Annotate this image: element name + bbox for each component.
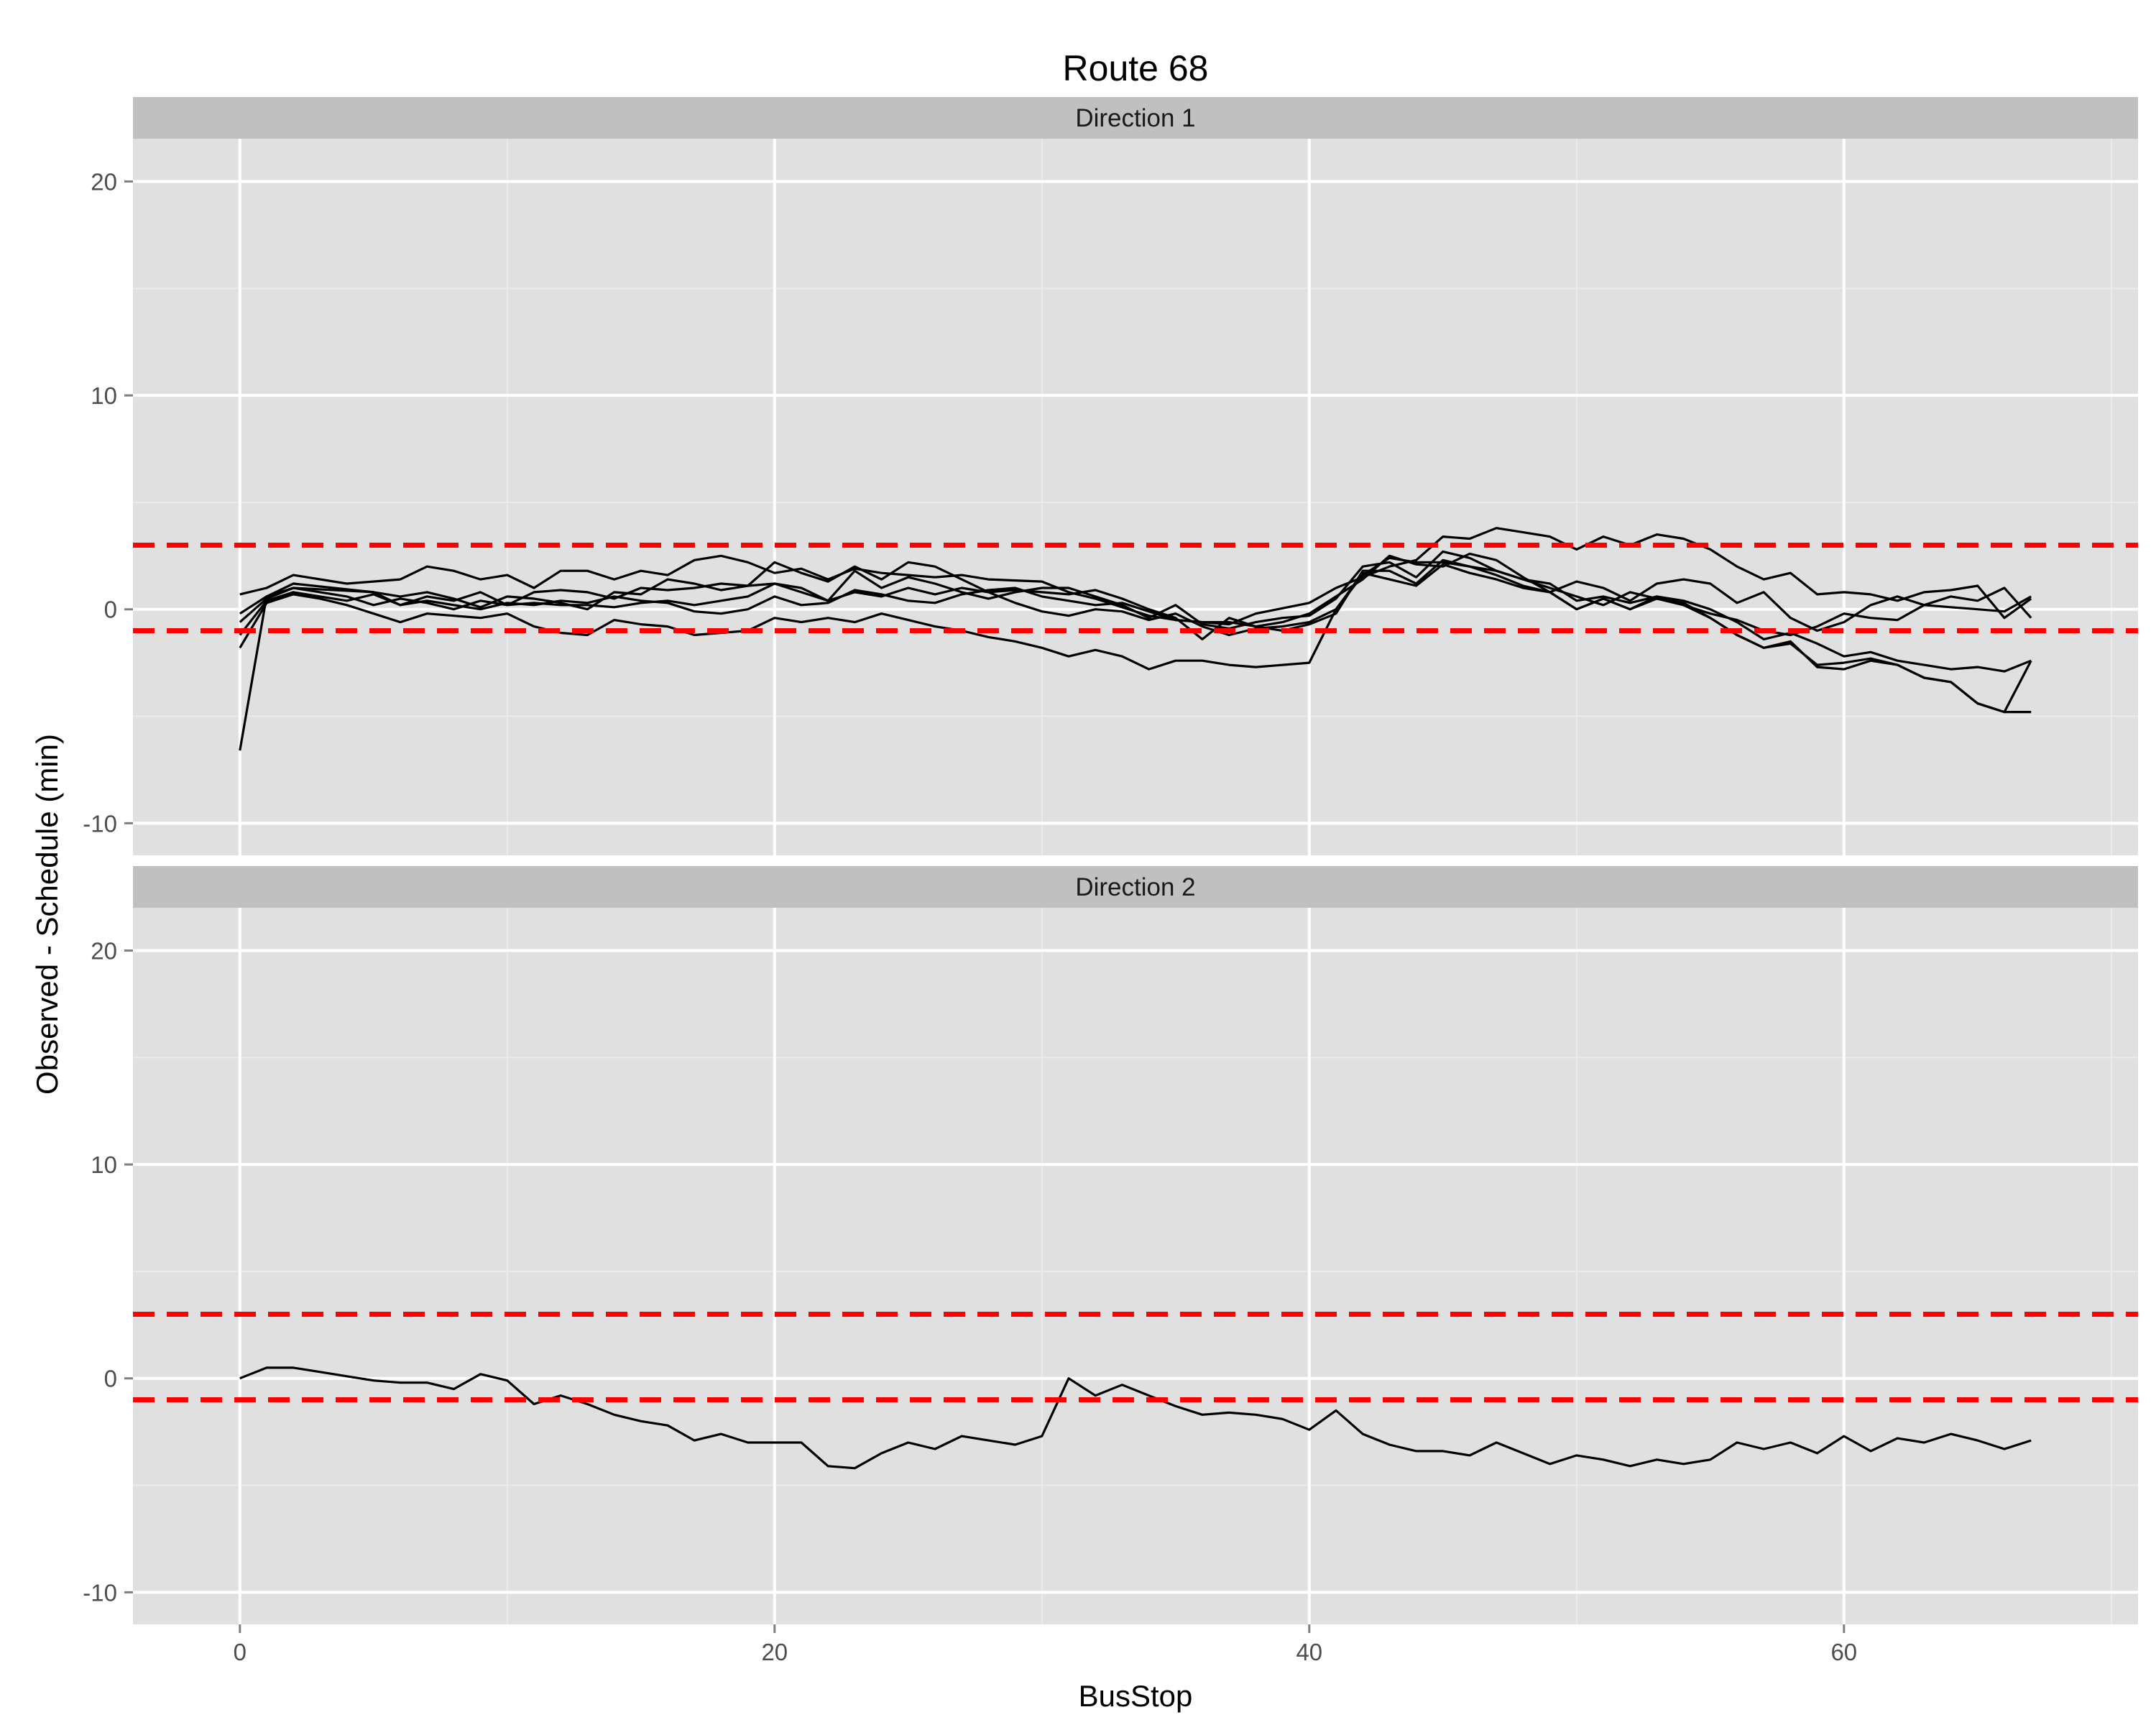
y-tick-label: 10 (91, 382, 117, 409)
panels: Direction 1 -10 0 10 20 Direction 2 -10 0 10 20 0 2… (83, 97, 2138, 1665)
plot-panel (133, 908, 2138, 1624)
y-tick-label: 0 (104, 1366, 117, 1392)
y-tick-label: -10 (83, 1579, 117, 1606)
x-tick-label: 0 (234, 1639, 247, 1665)
series-line-6 (239, 556, 2032, 751)
y-tick-label: 20 (91, 169, 117, 196)
series-line-3 (239, 550, 2032, 637)
y-axis-title: Observed - Schedule (min) (30, 734, 64, 1095)
y-tick-label: 0 (104, 597, 117, 623)
x-axis-title: BusStop (1079, 1679, 1193, 1713)
series-line-2 (239, 552, 2032, 641)
facet-strip-label: Direction 2 (1075, 873, 1195, 901)
y-tick-label: 20 (91, 938, 117, 965)
series-line-1 (239, 1366, 2032, 1470)
plot-panel (133, 139, 2138, 855)
facet-panel-2: Direction 2 -10 0 10 20 0 20 40 60 (83, 866, 2138, 1665)
chart-title: Route 68 (1063, 48, 1209, 88)
x-tick-label: 60 (1830, 1639, 1857, 1665)
facet-panel-1: Direction 1 -10 0 10 20 (83, 97, 2138, 855)
facet-strip-label: Direction 1 (1075, 104, 1195, 132)
facet-strip (133, 866, 2138, 908)
y-tick-label: -10 (83, 810, 117, 837)
x-tick-label: 40 (1296, 1639, 1322, 1665)
y-tick-label: 10 (91, 1151, 117, 1178)
facet-strip (133, 97, 2138, 139)
x-tick-label: 20 (761, 1639, 788, 1665)
